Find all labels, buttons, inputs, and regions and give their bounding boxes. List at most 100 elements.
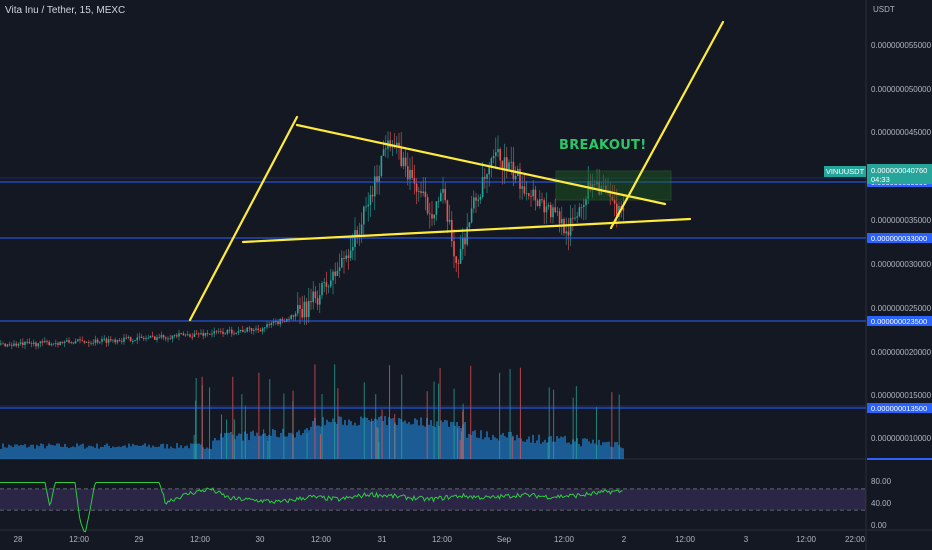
candle-body xyxy=(374,176,376,197)
candle-body xyxy=(292,315,295,317)
volume-bar xyxy=(42,444,44,459)
candle-body xyxy=(290,315,292,320)
volume-bar xyxy=(486,431,488,459)
price-axis-label: 0.000000020000 xyxy=(871,348,932,357)
volume-bar xyxy=(280,432,282,459)
candle-body xyxy=(24,341,26,346)
volume-bar xyxy=(22,445,24,459)
time-axis-label: 2 xyxy=(622,535,627,544)
price-axis-label: 0.000000045000 xyxy=(871,128,932,137)
candle-body xyxy=(492,155,495,159)
volume-bar xyxy=(254,435,256,459)
volume-bar xyxy=(600,445,602,459)
candle-body xyxy=(376,176,378,182)
candle-body xyxy=(365,206,367,208)
volume-bar xyxy=(164,448,166,459)
volume-bar xyxy=(538,434,540,459)
volume-bar xyxy=(312,420,314,459)
volume-bar xyxy=(544,439,546,459)
volume-bar xyxy=(166,444,168,459)
candle-body xyxy=(446,200,449,222)
volume-bar xyxy=(340,416,342,459)
volume-bar xyxy=(418,425,420,459)
volume-bar xyxy=(192,443,194,459)
candle-body xyxy=(187,334,189,336)
rsi-axis-label: 0.00 xyxy=(871,521,887,530)
candle-body xyxy=(123,337,125,342)
volume-bar xyxy=(590,443,592,459)
candle-body xyxy=(429,213,431,215)
volume-bar xyxy=(570,444,572,459)
volume-bar xyxy=(466,437,468,459)
candle-body xyxy=(255,328,257,330)
candle-body xyxy=(244,331,246,333)
candle-body xyxy=(352,247,354,251)
volume-bar xyxy=(212,440,214,459)
volume-bar xyxy=(416,419,418,459)
candle-body xyxy=(114,339,116,343)
candle-body xyxy=(191,336,193,338)
candle-body xyxy=(239,329,242,332)
volume-bar xyxy=(392,418,394,459)
candle-body xyxy=(622,207,625,211)
candle-body xyxy=(431,214,433,219)
price-axis-label: 0.000000015000 xyxy=(871,391,932,400)
volume-bar xyxy=(468,433,470,459)
volume-bar xyxy=(348,419,350,459)
rsi-axis-label: 80.00 xyxy=(871,477,892,486)
volume-bar xyxy=(68,448,70,459)
volume-bar xyxy=(158,446,160,459)
candle-body xyxy=(121,341,123,342)
volume-bar xyxy=(596,445,598,459)
time-axis-label: 29 xyxy=(135,535,144,544)
candle-body xyxy=(470,208,473,223)
candle-body xyxy=(13,343,15,346)
currency-unit: USDT xyxy=(873,5,895,14)
volume-bar xyxy=(70,447,72,459)
volume-bar xyxy=(368,420,370,459)
volume-bar xyxy=(560,436,562,459)
candle-body xyxy=(479,196,482,200)
volume-bar xyxy=(248,440,250,459)
candle-body xyxy=(22,342,24,346)
level-price-label: 0.000000033000 xyxy=(871,234,927,243)
candle-body xyxy=(455,256,457,264)
candle-body xyxy=(521,186,523,189)
volume-bar xyxy=(436,421,438,459)
time-axis-label: 12:00 xyxy=(311,535,332,544)
candle-body xyxy=(127,336,130,338)
volume-bar xyxy=(492,434,494,459)
volume-bar xyxy=(504,436,506,459)
volume-bar xyxy=(14,444,16,459)
candle-body xyxy=(523,186,526,194)
candle-body xyxy=(437,201,440,203)
candle-body xyxy=(158,337,160,339)
volume-bar xyxy=(92,446,94,459)
candle-body xyxy=(59,341,61,345)
candle-body xyxy=(253,329,255,331)
volume-bar xyxy=(444,419,446,459)
volume-bar xyxy=(390,418,392,459)
candle-body xyxy=(202,333,204,336)
price-axis-label: 0.000000055000 xyxy=(871,41,932,50)
volume-bar xyxy=(598,439,600,459)
candle-body xyxy=(261,328,264,332)
candle-body xyxy=(286,318,288,322)
volume-bar xyxy=(36,444,38,459)
volume-bar xyxy=(556,436,558,459)
candle-body xyxy=(415,183,418,192)
candle-body xyxy=(490,158,493,167)
candle-body xyxy=(481,176,484,197)
candle-body xyxy=(138,336,141,338)
candle-body xyxy=(28,341,31,344)
volume-bar xyxy=(140,445,142,459)
candle-body xyxy=(338,267,341,271)
candle-body xyxy=(349,250,352,258)
candle-body xyxy=(17,344,20,346)
volume-bar xyxy=(402,421,404,459)
candle-body xyxy=(598,181,600,195)
candle-body xyxy=(411,169,413,178)
candle-body xyxy=(345,255,347,259)
candle-body xyxy=(264,327,266,329)
